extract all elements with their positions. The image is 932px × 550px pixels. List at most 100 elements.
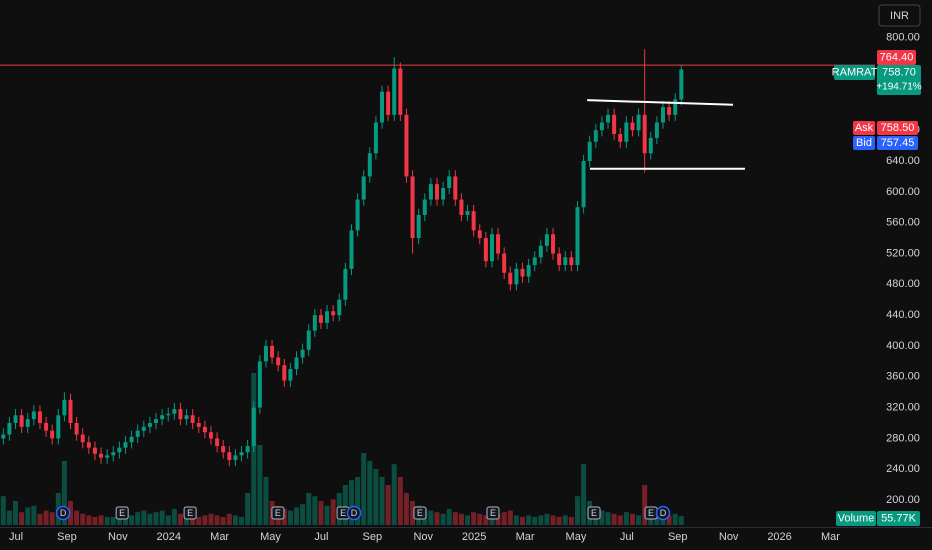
candle-body [544, 234, 549, 246]
x-tick-label: 2026 [767, 531, 791, 543]
event-label: D [660, 508, 667, 518]
candle-body [105, 455, 110, 458]
candle-body [367, 153, 372, 177]
candle-body [44, 422, 49, 431]
candle-body [129, 436, 134, 443]
volume-bar [520, 517, 526, 525]
candle-body [1, 434, 6, 439]
x-tick-label: Mar [516, 531, 535, 543]
candle-body [612, 114, 617, 135]
candle-body [557, 253, 562, 266]
volume-bar [43, 510, 49, 525]
volume-bar [80, 513, 86, 525]
y-tick-label: 200.00 [886, 494, 920, 506]
candle-body [410, 176, 415, 239]
volume-bar [666, 515, 672, 525]
event-marker [587, 506, 601, 520]
candle-body [679, 69, 684, 100]
volume-bar [294, 507, 300, 525]
y-tick-label: 280.00 [886, 432, 920, 444]
candle-body [636, 114, 641, 131]
event-label: E [119, 508, 125, 518]
candle-body [520, 268, 525, 277]
volume-bar [367, 461, 373, 525]
bid-tag [877, 136, 918, 150]
candle-body [288, 369, 293, 381]
volume-bar [495, 513, 501, 525]
volume-bar [31, 505, 37, 525]
symbol-tag [834, 65, 875, 80]
x-tick-label: Sep [57, 531, 77, 543]
candle-body [294, 357, 299, 370]
volume-bar [110, 517, 116, 525]
volume-bar [19, 512, 25, 525]
bid-name: Bid [856, 137, 872, 149]
volume-bar [642, 485, 648, 525]
candle-body [483, 238, 488, 262]
volume-bar [611, 513, 617, 525]
candle-body [502, 253, 507, 273]
volume-bar [397, 477, 403, 525]
volume-name: Volume [838, 512, 875, 524]
candle-body [514, 268, 519, 285]
candle-body [160, 415, 165, 420]
candle-body [7, 422, 12, 435]
candle-body [37, 411, 42, 423]
candle-body [190, 415, 195, 423]
candle-body [538, 245, 543, 258]
volume-bar [104, 517, 110, 525]
currency-button[interactable] [878, 4, 921, 27]
candle-body [318, 315, 323, 323]
volume-bar [37, 513, 43, 525]
volume-bar [214, 515, 220, 525]
candle-body [331, 311, 336, 316]
candle-body [31, 411, 36, 420]
event-marker [271, 506, 285, 520]
volume-bar [129, 515, 135, 525]
candle-body [312, 315, 317, 331]
candle-body [441, 187, 446, 200]
candle-body [257, 361, 262, 408]
volume-bar [300, 504, 306, 525]
volume-bar [318, 501, 324, 525]
y-tick-label: 400.00 [886, 340, 920, 352]
volume-bar [287, 510, 293, 525]
volume-bar [477, 513, 483, 525]
volume-bar [147, 513, 153, 525]
candle-body [477, 230, 482, 239]
event-label: E [275, 508, 281, 518]
ask-name: Ask [855, 122, 874, 134]
candle-body [208, 432, 213, 439]
event-label: E [340, 508, 346, 518]
candle-body [447, 176, 452, 188]
candle-body [99, 453, 104, 458]
candle-body [428, 184, 433, 200]
candle-body [337, 299, 342, 316]
candle-body [25, 419, 30, 427]
currency[interactable]: INR [890, 10, 909, 22]
volume-bar [507, 510, 513, 525]
candle-body [343, 268, 348, 300]
bid-price: 757.45 [881, 137, 915, 149]
candle-body [86, 442, 91, 448]
volume-bar [532, 517, 538, 525]
candle-body [276, 357, 281, 366]
event-marker [55, 505, 71, 521]
candle-body [654, 122, 659, 138]
volume-bar [306, 493, 312, 525]
y-tick-label: 240.00 [886, 463, 920, 475]
volume-bar [226, 513, 232, 525]
volume-bar [61, 461, 67, 525]
candle-body [111, 452, 116, 456]
candle-body [282, 365, 287, 381]
volume-bar [403, 493, 409, 525]
candle-body [154, 419, 159, 423]
y-tick-label: 640.00 [886, 155, 920, 167]
volume-bar [538, 515, 544, 525]
event-label: E [490, 508, 496, 518]
last-price: 758.70 [882, 66, 916, 78]
candle-body [380, 91, 385, 123]
volume-bar [232, 515, 238, 525]
event-marker [183, 506, 197, 520]
volume-bar [373, 469, 379, 525]
